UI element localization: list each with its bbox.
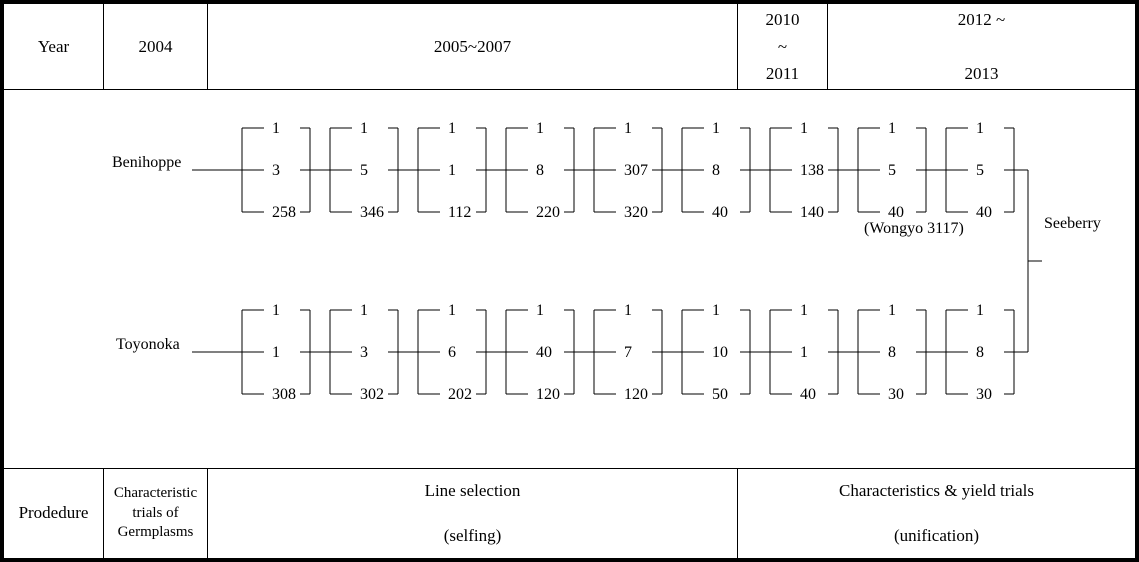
toyonoka-label: Toyonoka <box>116 336 180 354</box>
lineage-value: 40 <box>976 204 992 222</box>
lineage-value: 1 <box>888 120 896 138</box>
lineage-value: 3 <box>360 344 368 362</box>
header-2005-2007: 2005~2007 <box>208 4 738 89</box>
lineage-value: 5 <box>360 162 368 180</box>
lineage-value: 40 <box>536 344 552 362</box>
lineage-value: 1 <box>624 120 632 138</box>
seeberry-label: Seeberry <box>1044 215 1101 233</box>
footer-line-selection: Line selection (selfing) <box>208 469 738 558</box>
lineage-value: 307 <box>624 162 648 180</box>
header-2004: 2004 <box>104 4 208 89</box>
footer-characteristics-yield: Characteristics & yield trials (unificat… <box>738 469 1135 558</box>
lineage-value: 1 <box>976 302 984 320</box>
lineage-value: 5 <box>976 162 984 180</box>
lineage-value: 8 <box>712 162 720 180</box>
lineage-value: 320 <box>624 204 648 222</box>
lineage-value: 120 <box>624 386 648 404</box>
lineage-value: 30 <box>976 386 992 404</box>
lineage-value: 1 <box>272 344 280 362</box>
lineage-value: 30 <box>888 386 904 404</box>
wongyo-annotation: (Wongyo 3117) <box>864 220 964 238</box>
lineage-value: 8 <box>888 344 896 362</box>
lineage-value: 220 <box>536 204 560 222</box>
lineage-value: 40 <box>712 204 728 222</box>
lineage-value: 1 <box>272 120 280 138</box>
footer-row: Prodedure Characteristic trials of Germp… <box>4 468 1135 558</box>
lineage-value: 6 <box>448 344 456 362</box>
lineage-value: 1 <box>888 302 896 320</box>
lineage-value: 1 <box>800 302 808 320</box>
lineage-value: 202 <box>448 386 472 404</box>
lineage-value: 50 <box>712 386 728 404</box>
lineage-value: 3 <box>272 162 280 180</box>
lineage-value: 1 <box>448 162 456 180</box>
lineage-value: 1 <box>536 120 544 138</box>
pedigree-svg <box>4 90 1135 468</box>
lineage-value: 7 <box>624 344 632 362</box>
lineage-value: 8 <box>536 162 544 180</box>
lineage-value: 140 <box>800 204 824 222</box>
benihoppe-label: Benihoppe <box>112 154 181 172</box>
lineage-value: 308 <box>272 386 296 404</box>
lineage-value: 5 <box>888 162 896 180</box>
lineage-value: 1 <box>448 302 456 320</box>
lineage-value: 1 <box>624 302 632 320</box>
footer-germplasms: Characteristic trials of Germplasms <box>104 469 208 558</box>
lineage-value: 1 <box>712 302 720 320</box>
lineage-value: 302 <box>360 386 384 404</box>
lineage-value: 1 <box>976 120 984 138</box>
lineage-value: 8 <box>976 344 984 362</box>
lineage-value: 258 <box>272 204 296 222</box>
header-2012-2013: 2012 ~ 2013 <box>828 4 1135 89</box>
lineage-value: 1 <box>360 302 368 320</box>
lineage-value: 1 <box>360 120 368 138</box>
header-2010-2011: 2010 ~ 2011 <box>738 4 828 89</box>
lineage-value: 40 <box>800 386 816 404</box>
lineage-value: 1 <box>800 120 808 138</box>
lineage-value: 112 <box>448 204 471 222</box>
footer-procedure-label: Prodedure <box>4 469 104 558</box>
pedigree-diagram: Benihoppe Toyonoka Seeberry (Wongyo 3117… <box>4 90 1135 468</box>
header-row: Year 2004 2005~2007 2010 ~ 2011 2012 ~ 2… <box>4 4 1135 90</box>
lineage-value: 1 <box>536 302 544 320</box>
lineage-value: 138 <box>800 162 824 180</box>
lineage-value: 1 <box>800 344 808 362</box>
lineage-value: 1 <box>448 120 456 138</box>
header-year-label: Year <box>4 4 104 89</box>
lineage-value: 10 <box>712 344 728 362</box>
table-container: Year 2004 2005~2007 2010 ~ 2011 2012 ~ 2… <box>0 0 1139 562</box>
lineage-value: 1 <box>712 120 720 138</box>
lineage-value: 1 <box>272 302 280 320</box>
lineage-value: 120 <box>536 386 560 404</box>
lineage-value: 346 <box>360 204 384 222</box>
lineage-value: 40 <box>888 204 904 222</box>
